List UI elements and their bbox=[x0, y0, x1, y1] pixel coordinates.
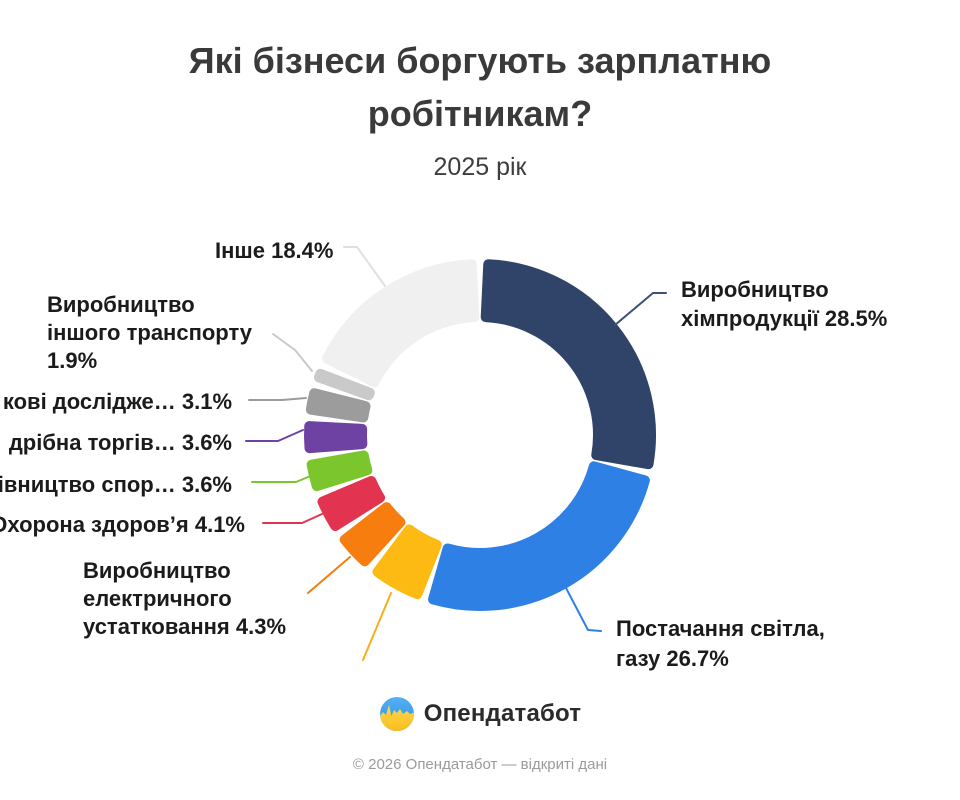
label-other-transport-line2: іншого транспорту bbox=[47, 320, 253, 345]
label-energy-supply: Постачання світла, газу 26.7% bbox=[616, 614, 825, 674]
label-healthcare: Охорона здоров’я 4.1% bbox=[0, 511, 245, 539]
label-other-transport-line3: 1.9% bbox=[47, 348, 98, 373]
donut-segment bbox=[339, 502, 406, 567]
label-retail-trade-text: дрібна торгів… 3.6% bbox=[8, 430, 232, 455]
label-electric-equipment-line1: Виробництво bbox=[83, 558, 231, 583]
donut-segment bbox=[480, 259, 656, 470]
donut-segment bbox=[304, 421, 368, 454]
leader-line bbox=[262, 513, 323, 524]
label-chemicals-line1: Виробництво bbox=[681, 277, 829, 302]
label-healthcare-text: Охорона здоров’я 4.1% bbox=[0, 512, 245, 537]
label-research: кові дослідже… 3.1% bbox=[3, 388, 232, 416]
label-chemicals-line2: хімпродукції 28.5% bbox=[681, 306, 888, 331]
brand-name: Опендатабот bbox=[423, 700, 582, 727]
donut-segment bbox=[317, 475, 386, 531]
label-chemicals: Виробництво хімпродукції 28.5% bbox=[681, 275, 887, 333]
label-other-text: Інше 18.4% bbox=[215, 238, 334, 263]
label-other-transport: Виробництво іншого транспорту 1.9% bbox=[47, 291, 252, 375]
leader-line bbox=[343, 246, 386, 287]
donut-segment bbox=[314, 368, 375, 401]
label-other-transport-line1: Виробництво bbox=[47, 292, 195, 317]
label-energy-supply-line2: газу 26.7% bbox=[616, 646, 729, 671]
leader-line bbox=[248, 397, 307, 401]
copyright-text: © 2026 Опендатабот — відкриті дані bbox=[352, 756, 608, 773]
label-electric-equipment-line2: електричного bbox=[83, 586, 232, 611]
label-retail-trade: дрібна торгів… 3.6% bbox=[9, 429, 232, 457]
page-title-line1: Які бізнеси боргують зарплатню bbox=[188, 40, 772, 81]
donut-segment bbox=[428, 461, 650, 611]
label-other: Інше 18.4% bbox=[215, 237, 333, 265]
page-title-line2: робітникам? bbox=[367, 93, 593, 134]
label-research-text: кові дослідже… 3.1% bbox=[2, 389, 232, 414]
leader-line bbox=[245, 429, 304, 442]
leader-line bbox=[272, 333, 313, 372]
brand-row: Опендатабот bbox=[0, 696, 960, 732]
label-energy-supply-line1: Постачання світла, bbox=[616, 616, 825, 641]
leader-line bbox=[565, 587, 602, 632]
donut-segment bbox=[372, 524, 442, 600]
label-electric-equipment-line3: устатковання 4.3% bbox=[83, 614, 287, 639]
page-subtitle: 2025 рік bbox=[433, 153, 527, 181]
label-electric-equipment: Виробництво електричного устатковання 4.… bbox=[83, 557, 286, 641]
leader-line bbox=[614, 292, 667, 326]
leader-line bbox=[307, 556, 351, 594]
label-construction-text: івництво спор… 3.6% bbox=[0, 472, 232, 497]
leader-line bbox=[251, 474, 314, 483]
leader-line bbox=[362, 592, 392, 661]
label-construction: івництво спор… 3.6% bbox=[0, 471, 232, 499]
donut-segment bbox=[306, 450, 373, 492]
donut-segment bbox=[305, 388, 371, 423]
donut-segment bbox=[322, 259, 480, 388]
opendatabot-logo-icon bbox=[379, 696, 415, 732]
title-block: Які бізнеси боргують зарплатню робітника… bbox=[0, 34, 960, 183]
